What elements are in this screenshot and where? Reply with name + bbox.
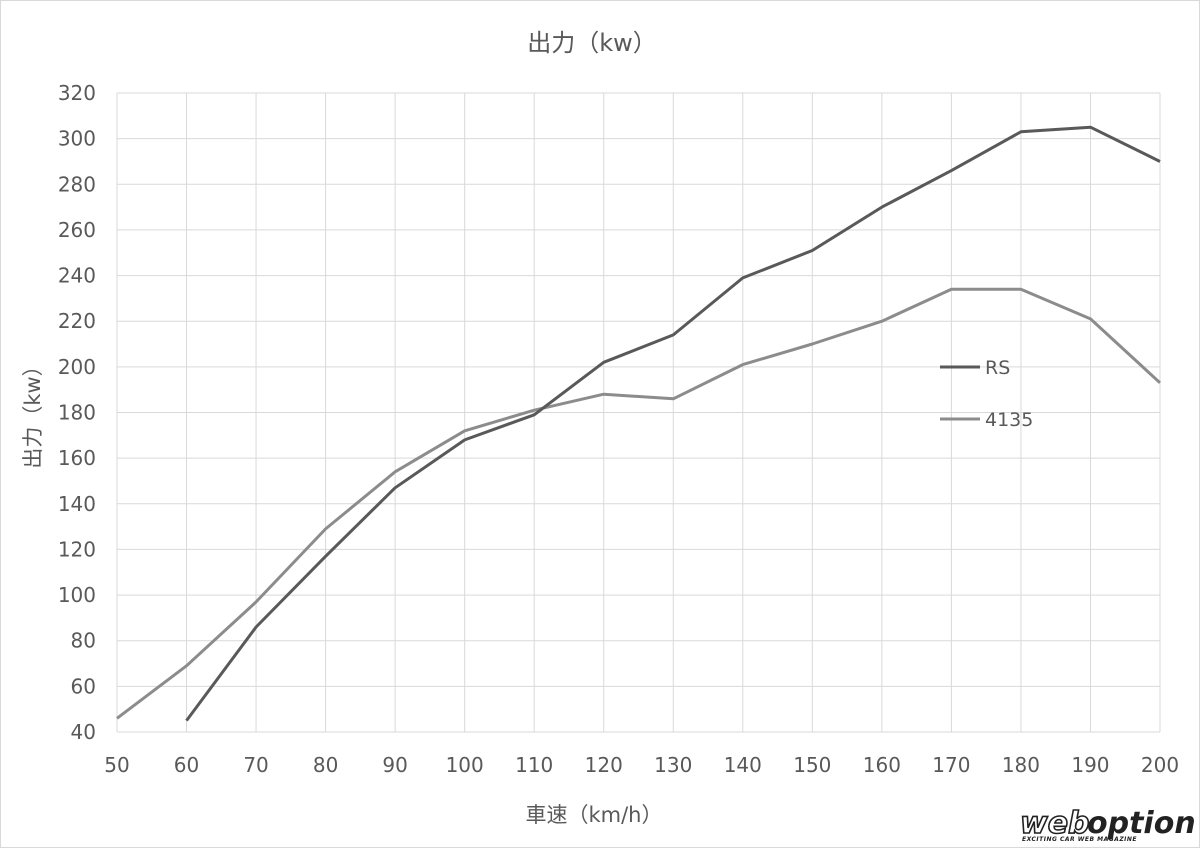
y-tick-label: 100 bbox=[58, 583, 96, 607]
y-tick-label: 120 bbox=[58, 537, 96, 561]
x-tick-label: 110 bbox=[515, 753, 553, 777]
y-tick-label: 320 bbox=[58, 81, 96, 105]
y-tick-label: 220 bbox=[58, 309, 96, 333]
x-tick-label: 120 bbox=[585, 753, 623, 777]
y-tick-label: 60 bbox=[71, 674, 96, 698]
chart-title: 出力（kw） bbox=[527, 29, 657, 57]
y-tick-label: 140 bbox=[58, 492, 96, 516]
x-tick-label: 150 bbox=[793, 753, 831, 777]
x-tick-label: 130 bbox=[654, 753, 692, 777]
x-tick-label: 50 bbox=[104, 753, 129, 777]
x-tick-label: 190 bbox=[1071, 753, 1109, 777]
y-tick-label: 180 bbox=[58, 401, 96, 425]
y-tick-label: 260 bbox=[58, 218, 96, 242]
weboption-logo: web option EXCITING CAR WEB MAGAZINE bbox=[1019, 805, 1196, 843]
y-tick-label: 280 bbox=[58, 172, 96, 196]
y-axis-title: 出力（kw） bbox=[21, 355, 45, 468]
grid bbox=[116, 92, 1161, 733]
y-tick-label: 160 bbox=[58, 446, 96, 470]
logo-tagline: EXCITING CAR WEB MAGAZINE bbox=[1022, 836, 1137, 843]
legend-label-4135: 4135 bbox=[985, 409, 1033, 431]
legend: RS 4135 bbox=[940, 357, 1033, 431]
x-tick-label: 60 bbox=[174, 753, 199, 777]
x-tick-label: 170 bbox=[932, 753, 970, 777]
y-tick-label: 240 bbox=[58, 264, 96, 288]
y-tick-label: 200 bbox=[58, 355, 96, 379]
x-tick-label: 100 bbox=[446, 753, 484, 777]
x-tick-label: 70 bbox=[243, 753, 268, 777]
x-tick-label: 90 bbox=[382, 753, 407, 777]
x-tick-label: 160 bbox=[863, 753, 901, 777]
series-line-0 bbox=[185, 125, 1161, 722]
y-axis-ticks: 40 60 80 100 120 140 160 180 200 220 240 260 280 300 3… bbox=[58, 81, 96, 744]
x-tick-label: 140 bbox=[724, 753, 762, 777]
y-tick-label: 80 bbox=[71, 629, 96, 653]
legend-label-rs: RS bbox=[985, 357, 1010, 379]
series-lines bbox=[116, 125, 1162, 722]
x-tick-label: 80 bbox=[313, 753, 338, 777]
y-tick-label: 40 bbox=[71, 720, 96, 744]
x-axis-ticks: 50 60 70 80 90 100 110 120 130 140 150 160 170 180 190… bbox=[104, 753, 1179, 777]
x-tick-label: 200 bbox=[1141, 753, 1179, 777]
x-tick-label: 180 bbox=[1002, 753, 1040, 777]
logo-option-text: option bbox=[1087, 806, 1196, 841]
x-axis-title: 車速（km/h） bbox=[525, 803, 662, 827]
logo-web-text: web bbox=[1020, 806, 1090, 841]
y-tick-label: 300 bbox=[58, 127, 96, 151]
series-line-1 bbox=[116, 287, 1162, 720]
